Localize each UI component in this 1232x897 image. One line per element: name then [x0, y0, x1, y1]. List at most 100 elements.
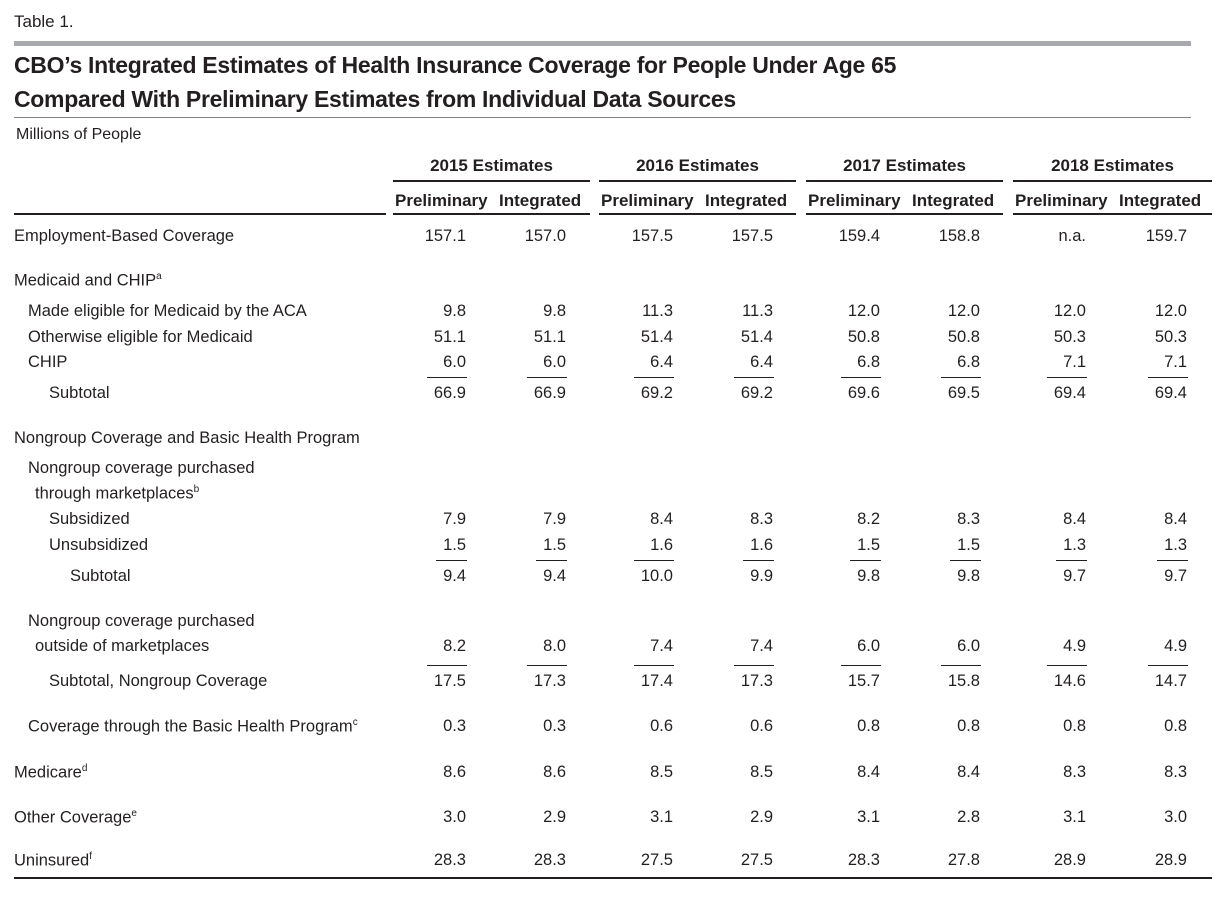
table-cell: 15.7	[847, 672, 880, 690]
table-cell: 66.9	[533, 384, 566, 402]
table-cell: 28.9	[1053, 851, 1086, 869]
row-label-text: Subtotal	[70, 567, 131, 585]
row-label: through marketplacesb	[35, 484, 199, 504]
subheader-rule	[393, 213, 590, 215]
table-cell: 1.3	[1164, 536, 1187, 554]
table-cell: 0.3	[543, 717, 566, 735]
title-rule	[14, 117, 1191, 118]
table-cell: 50.8	[847, 328, 880, 346]
table-cell: 8.4	[1063, 510, 1086, 528]
table-cell: 0.8	[1063, 717, 1086, 735]
table-cell: 2.9	[543, 808, 566, 826]
table-cell: 1.5	[543, 536, 566, 554]
table-cell: 8.5	[750, 763, 773, 781]
subtotal-rule	[634, 665, 674, 666]
row-label: Employment-Based Coverage	[14, 227, 234, 246]
subtotal-rule	[941, 377, 981, 378]
table-cell: 157.0	[524, 227, 566, 245]
table-cell: 2.9	[750, 808, 773, 826]
subtotal-rule	[841, 377, 881, 378]
row-label-text: Employment-Based Coverage	[14, 227, 235, 245]
row-label-text: Nongroup coverage purchased	[28, 459, 255, 477]
table-cell: 157.5	[731, 227, 773, 245]
row-label: CHIP	[28, 353, 67, 372]
table-cell: 6.0	[543, 353, 566, 371]
subtotal-rule	[527, 377, 567, 378]
table-cell: 69.4	[1053, 384, 1086, 402]
table-cell: 9.4	[543, 567, 566, 585]
table-cell: 8.6	[543, 763, 566, 781]
table-cell: 11.3	[742, 302, 773, 320]
row-label-text: Medicare	[14, 763, 82, 782]
subheader-integrated: Integrated	[1119, 191, 1202, 210]
table-cell: 7.1	[1063, 353, 1086, 371]
table-cell: 69.6	[847, 384, 880, 402]
table-cell: 0.8	[857, 717, 880, 735]
table-cell: 6.4	[650, 353, 673, 371]
subtotal-rule	[743, 560, 774, 561]
table-cell: 3.1	[1063, 808, 1086, 826]
table-cell: 17.3	[533, 672, 566, 690]
footnote-marker: a	[156, 271, 162, 282]
row-label: Other Coveragee	[14, 808, 137, 828]
subtotal-rule	[1148, 665, 1188, 666]
row-label: Uninsuredf	[14, 851, 92, 871]
subtotal-rule	[1056, 560, 1087, 561]
table-cell: 50.8	[947, 328, 980, 346]
table-cell: 7.4	[750, 637, 773, 655]
table-number: Table 1.	[14, 12, 74, 31]
table-cell: 27.5	[740, 851, 773, 869]
subheader-rule	[599, 213, 796, 215]
row-label: Subtotal, Nongroup Coverage	[49, 672, 267, 691]
table-cell: 8.0	[543, 637, 566, 655]
subtotal-rule	[950, 560, 981, 561]
table-cell: 28.9	[1154, 851, 1187, 869]
table-cell: 8.2	[857, 510, 880, 528]
table-cell: 8.3	[1063, 763, 1086, 781]
year-header-rule	[393, 180, 590, 182]
row-label-text: outside of marketplaces	[35, 637, 210, 655]
table-cell: 157.1	[424, 227, 466, 245]
table-cell: 8.3	[750, 510, 773, 528]
subtotal-rule	[1148, 377, 1188, 378]
subtotal-rule	[634, 377, 674, 378]
year-header-rule	[806, 180, 1003, 182]
table-cell: 1.6	[750, 536, 773, 554]
row-label-text: through marketplaces	[35, 484, 194, 503]
row-label: Coverage through the Basic Health Progra…	[28, 717, 358, 737]
row-label-text: Other Coverage	[14, 808, 132, 827]
subtotal-rule	[941, 665, 981, 666]
top-rule	[14, 41, 1191, 46]
table-cell: 66.9	[433, 384, 466, 402]
table-cell: 12.0	[947, 302, 980, 320]
table-cell: 69.2	[640, 384, 673, 402]
table-cell: 7.1	[1164, 353, 1187, 371]
table-cell: 3.0	[443, 808, 466, 826]
row-label-text: Subsidized	[49, 510, 130, 528]
table-cell: 12.0	[847, 302, 880, 320]
table-cell: 3.1	[650, 808, 673, 826]
table-cell: 6.8	[957, 353, 980, 371]
row-label: Subtotal	[70, 567, 131, 586]
table-cell: 6.8	[857, 353, 880, 371]
footnote-marker: c	[352, 717, 358, 728]
table-title-line-2: Compared With Preliminary Estimates from…	[14, 86, 736, 112]
table-cell: 9.9	[750, 567, 773, 585]
table-cell: 15.8	[947, 672, 980, 690]
row-label: Unsubsidized	[49, 536, 148, 555]
subheader-integrated: Integrated	[912, 191, 995, 210]
table-cell: 1.5	[857, 536, 880, 554]
table-cell: 12.0	[1053, 302, 1086, 320]
table-cell: 28.3	[433, 851, 466, 869]
table-cell: 0.8	[957, 717, 980, 735]
row-label-text: Nongroup Coverage and Basic Health Progr…	[14, 429, 360, 447]
table-cell: 159.7	[1145, 227, 1187, 245]
subheader-rule	[1013, 213, 1212, 215]
subtotal-rule	[436, 560, 467, 561]
table-cell: 6.0	[957, 637, 980, 655]
row-label: Made eligible for Medicaid by the ACA	[28, 302, 307, 321]
table-cell: 7.9	[443, 510, 466, 528]
table-cell: 8.6	[443, 763, 466, 781]
table-cell: 27.8	[947, 851, 980, 869]
table-cell: 12.0	[1154, 302, 1187, 320]
